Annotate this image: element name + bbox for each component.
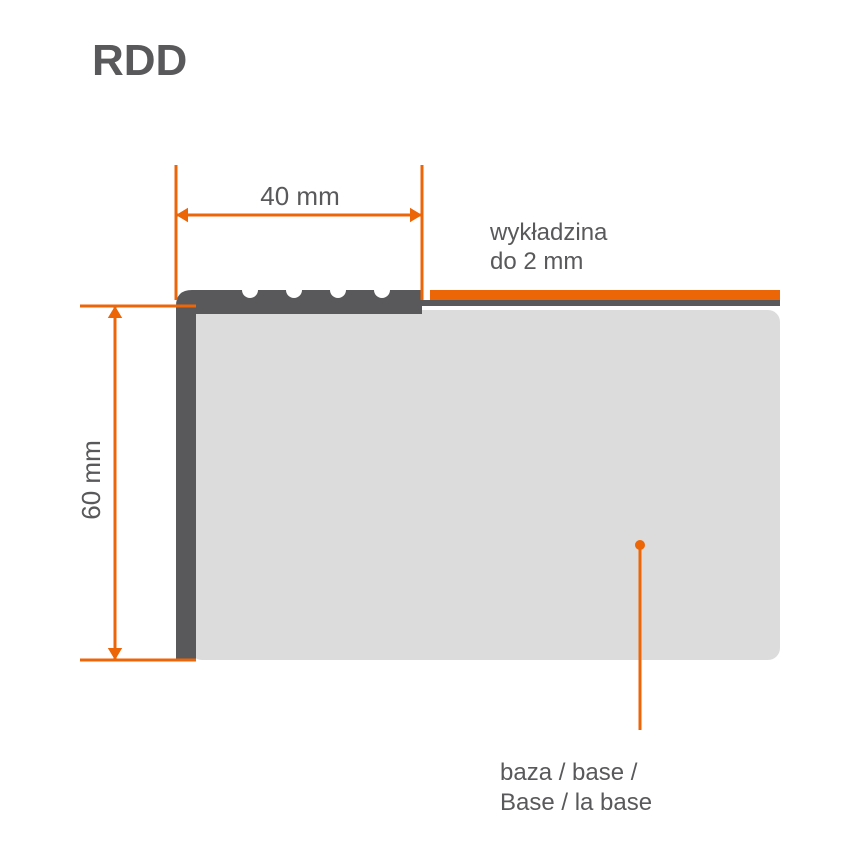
profile-groove: [286, 282, 302, 298]
dim-top-label: 40 mm: [260, 181, 339, 211]
base-block: [190, 310, 780, 660]
dim-left-label: 60 mm: [76, 440, 106, 519]
title-text: RDD: [92, 36, 187, 85]
covering-strip: [430, 290, 780, 300]
profile-groove: [330, 282, 346, 298]
profile-groove: [242, 282, 258, 298]
profile-groove: [374, 282, 390, 298]
